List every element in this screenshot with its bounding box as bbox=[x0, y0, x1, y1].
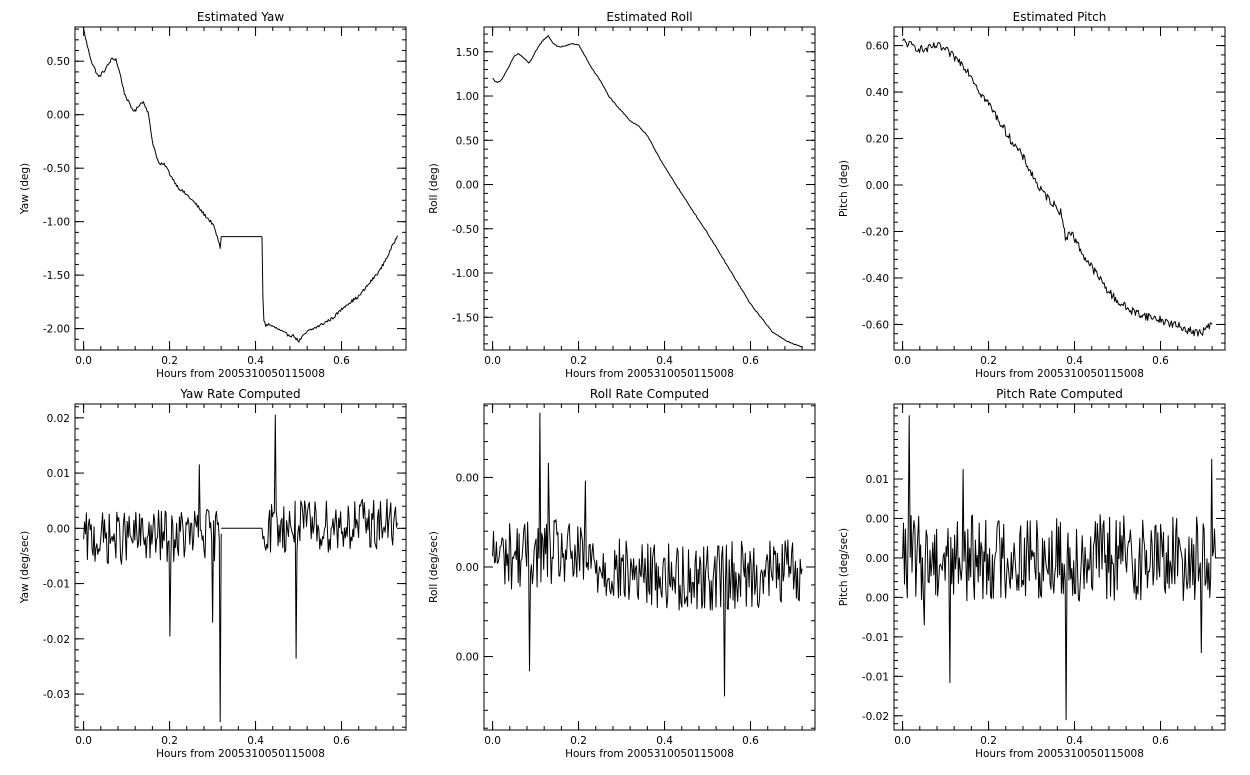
x-tick-label: 0.2 bbox=[570, 735, 587, 747]
y-tick-label: 0.40 bbox=[866, 87, 889, 99]
y-axis-label: Pitch (deg) bbox=[838, 160, 850, 217]
plot-frame bbox=[74, 403, 407, 731]
x-tick-label: 0.6 bbox=[742, 355, 759, 367]
y-axis-label: Roll (deg/sec) bbox=[428, 531, 440, 603]
y-tick-label: 0.01 bbox=[47, 468, 70, 480]
y-tick-label: 0.00 bbox=[456, 180, 479, 192]
y-tick-label: 1.00 bbox=[456, 91, 479, 103]
y-tick-label: 0.00 bbox=[47, 110, 70, 122]
y-tick-label: 0.00 bbox=[866, 513, 889, 525]
x-tick-label: 0.0 bbox=[894, 735, 911, 747]
y-tick-label: -0.40 bbox=[862, 273, 889, 285]
y-tick-label: -1.00 bbox=[452, 268, 479, 280]
x-axis-label: Hours from 2005310050115008 bbox=[975, 748, 1144, 760]
x-tick-label: 0.6 bbox=[1152, 355, 1169, 367]
y-tick-label: -0.03 bbox=[43, 689, 70, 701]
pitch-rate-series-line-1 bbox=[902, 415, 1217, 721]
x-tick-label: 0.2 bbox=[980, 735, 997, 747]
x-tick-label: 0.0 bbox=[484, 355, 501, 367]
x-tick-label: 0.4 bbox=[656, 355, 673, 367]
y-axis-label: Yaw (deg/sec) bbox=[19, 531, 31, 605]
y-tick-label: 0.00 bbox=[866, 180, 889, 192]
x-axis-label: Hours from 2005310050115008 bbox=[156, 748, 325, 760]
chart-title: Estimated Roll bbox=[606, 10, 692, 24]
x-tick-label: 0.6 bbox=[333, 735, 350, 747]
y-tick-label: 0.60 bbox=[866, 41, 889, 53]
y-tick-label: 0.01 bbox=[866, 474, 889, 486]
panel-roll: Estimated Roll Hours from 200531005011500… bbox=[428, 10, 816, 380]
x-axis-label: Hours from 2005310050115008 bbox=[156, 368, 325, 380]
x-tick-label: 0.4 bbox=[656, 735, 673, 747]
y-axis-label: Roll (deg) bbox=[428, 163, 440, 213]
plot-frame bbox=[483, 26, 816, 351]
x-tick-label: 0.6 bbox=[1152, 735, 1169, 747]
x-tick-label: 0.4 bbox=[247, 735, 264, 747]
y-tick-label: -0.20 bbox=[862, 226, 889, 238]
y-tick-label: -0.60 bbox=[862, 319, 889, 331]
chart-title: Yaw Rate Computed bbox=[179, 387, 300, 401]
x-tick-label: 0.2 bbox=[161, 355, 178, 367]
roll-series-line-1 bbox=[492, 35, 803, 348]
y-tick-label: 0.50 bbox=[47, 56, 70, 68]
y-tick-label: 0.00 bbox=[47, 523, 70, 535]
y-tick-label: 0.02 bbox=[47, 413, 70, 425]
plot-frame bbox=[893, 403, 1226, 731]
y-tick-label: 0.00 bbox=[456, 652, 479, 664]
x-tick-label: 0.2 bbox=[570, 355, 587, 367]
x-axis-label: Hours from 2005310050115008 bbox=[565, 368, 734, 380]
x-tick-label: 0.0 bbox=[75, 355, 92, 367]
y-axis-label: Yaw (deg) bbox=[19, 163, 31, 215]
y-tick-label: -1.50 bbox=[452, 312, 479, 324]
yaw-rate-series-line-1 bbox=[83, 464, 222, 723]
y-tick-label: 0.00 bbox=[456, 472, 479, 484]
x-axis-label: Hours from 2005310050115008 bbox=[565, 748, 734, 760]
panel-pitch: Estimated Pitch Hours from 20053100501150… bbox=[838, 10, 1226, 380]
chart-title: Estimated Yaw bbox=[197, 10, 284, 24]
y-tick-label: -0.02 bbox=[43, 634, 70, 646]
y-tick-label: -2.00 bbox=[43, 324, 70, 336]
y-tick-label: -0.50 bbox=[43, 163, 70, 175]
x-tick-label: 0.2 bbox=[161, 735, 178, 747]
x-tick-label: 0.0 bbox=[894, 355, 911, 367]
x-tick-label: 0.4 bbox=[1066, 735, 1083, 747]
plot-frame bbox=[893, 26, 1226, 351]
chart-title: Roll Rate Computed bbox=[590, 387, 709, 401]
y-tick-label: 0.00 bbox=[866, 592, 889, 604]
yaw-rate-series-line-3 bbox=[261, 414, 398, 659]
x-tick-label: 0.0 bbox=[484, 735, 501, 747]
plot-frame bbox=[74, 26, 407, 351]
y-tick-label: -0.01 bbox=[862, 671, 889, 683]
y-tick-label: 0.50 bbox=[456, 135, 479, 147]
y-tick-label: -0.50 bbox=[452, 224, 479, 236]
y-axis-label: Pitch (deg/sec) bbox=[838, 528, 850, 606]
panel-yaw: Estimated Yaw Hours from 2005310050115008… bbox=[19, 10, 407, 380]
y-tick-label: 0.20 bbox=[866, 134, 889, 146]
roll-rate-series-line-1 bbox=[492, 412, 803, 697]
chart-title: Pitch Rate Computed bbox=[996, 387, 1123, 401]
panel-pitch-rate: Pitch Rate Computed Hours from 2005310050… bbox=[838, 387, 1226, 760]
y-tick-label: -1.00 bbox=[43, 217, 70, 229]
x-tick-label: 0.6 bbox=[742, 735, 759, 747]
y-tick-label: -0.01 bbox=[43, 579, 70, 591]
y-tick-label: 1.50 bbox=[456, 47, 479, 59]
yaw-series-line-1 bbox=[83, 28, 222, 249]
x-tick-label: 0.2 bbox=[980, 355, 997, 367]
panel-yaw-rate: Yaw Rate Computed Hours from 200531005011… bbox=[19, 387, 407, 760]
chart-title: Estimated Pitch bbox=[1013, 10, 1107, 24]
y-tick-label: 0.00 bbox=[456, 562, 479, 574]
x-tick-label: 0.6 bbox=[333, 355, 350, 367]
yaw-series-line-3 bbox=[261, 235, 398, 343]
x-tick-label: 0.4 bbox=[1066, 355, 1083, 367]
panel-roll-rate: Roll Rate Computed Hours from 20053100501… bbox=[428, 387, 816, 760]
y-tick-label: -1.50 bbox=[43, 270, 70, 282]
x-axis-label: Hours from 2005310050115008 bbox=[975, 368, 1144, 380]
y-tick-label: 0.00 bbox=[866, 553, 889, 565]
y-tick-label: -0.02 bbox=[862, 711, 889, 723]
x-tick-label: 0.0 bbox=[75, 735, 92, 747]
pitch-series-line-1 bbox=[902, 38, 1213, 337]
y-tick-label: -0.01 bbox=[862, 632, 889, 644]
x-tick-label: 0.4 bbox=[247, 355, 264, 367]
